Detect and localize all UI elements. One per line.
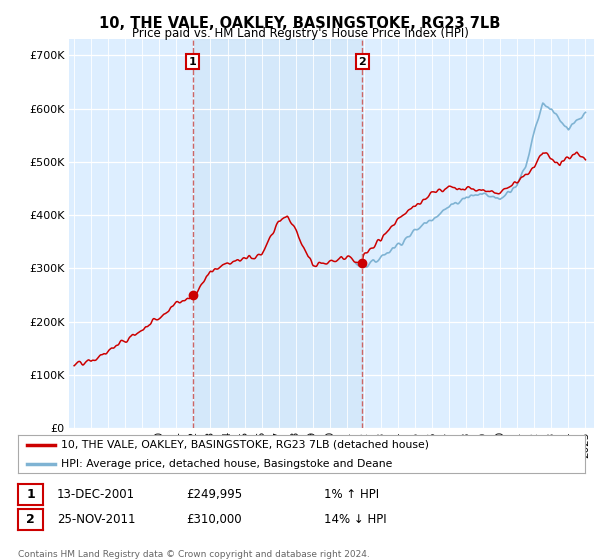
Text: 10, THE VALE, OAKLEY, BASINGSTOKE, RG23 7LB (detached house): 10, THE VALE, OAKLEY, BASINGSTOKE, RG23 … (61, 440, 428, 450)
Text: £249,995: £249,995 (186, 488, 242, 501)
Bar (193, 39, 362, 428)
Text: 2: 2 (26, 513, 35, 526)
Text: 14% ↓ HPI: 14% ↓ HPI (324, 513, 386, 526)
Text: 2: 2 (358, 57, 366, 67)
Text: 13-DEC-2001: 13-DEC-2001 (57, 488, 135, 501)
Text: Contains HM Land Registry data © Crown copyright and database right 2024.
This d: Contains HM Land Registry data © Crown c… (18, 550, 370, 560)
Text: £310,000: £310,000 (186, 513, 242, 526)
Text: 10, THE VALE, OAKLEY, BASINGSTOKE, RG23 7LB: 10, THE VALE, OAKLEY, BASINGSTOKE, RG23 … (100, 16, 500, 31)
Text: 1: 1 (189, 57, 197, 67)
Text: 25-NOV-2011: 25-NOV-2011 (57, 513, 136, 526)
Text: 1% ↑ HPI: 1% ↑ HPI (324, 488, 379, 501)
Text: HPI: Average price, detached house, Basingstoke and Deane: HPI: Average price, detached house, Basi… (61, 459, 392, 469)
Text: 1: 1 (26, 488, 35, 501)
Text: Price paid vs. HM Land Registry's House Price Index (HPI): Price paid vs. HM Land Registry's House … (131, 27, 469, 40)
